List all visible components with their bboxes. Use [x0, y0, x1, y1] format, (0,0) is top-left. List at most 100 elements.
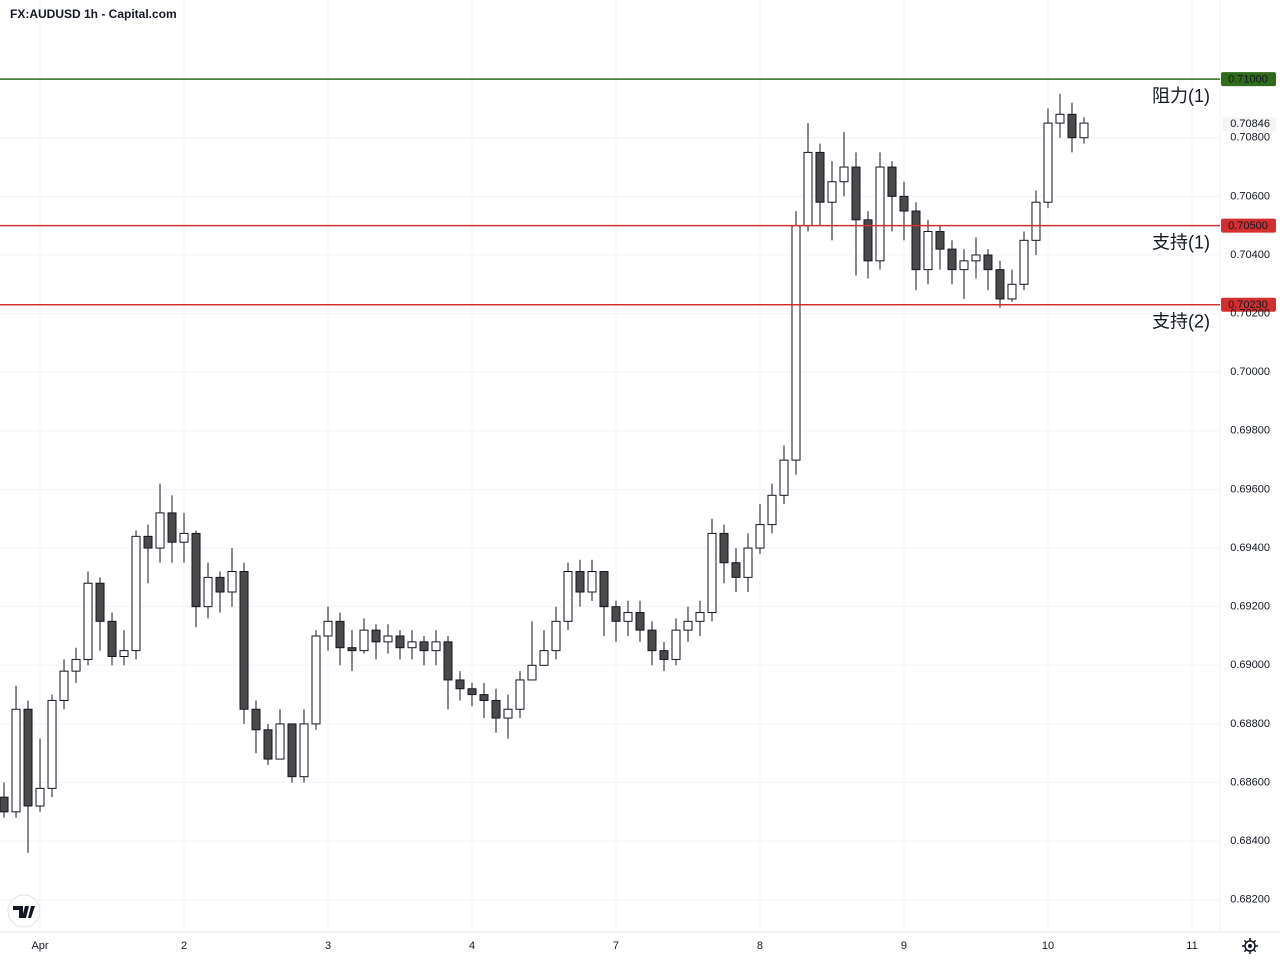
- candle-body: [539, 650, 549, 666]
- level-tag: [1221, 297, 1276, 312]
- level-tag-label: 0.70500: [1228, 220, 1268, 232]
- candle-body: [923, 231, 933, 271]
- y-tick-label: 0.68600: [1230, 776, 1270, 788]
- candle-body: [323, 620, 333, 637]
- candle-body: [407, 641, 417, 649]
- x-tick-label: 8: [757, 940, 763, 952]
- candle-body: [383, 635, 393, 643]
- y-tick-label: 0.69600: [1230, 483, 1270, 495]
- candle-body: [299, 723, 309, 778]
- x-tick-label: 7: [613, 940, 619, 952]
- candle-body: [695, 612, 705, 622]
- candle-body: [1031, 201, 1041, 241]
- logo[interactable]: [7, 894, 41, 928]
- candle-body: [167, 512, 177, 543]
- candle-body: [815, 151, 825, 203]
- candle-body: [0, 796, 9, 813]
- candle-body: [47, 699, 57, 789]
- candle-body: [995, 269, 1005, 300]
- candle-body: [1019, 239, 1029, 285]
- candle-body: [1067, 113, 1077, 139]
- candle-body: [515, 679, 525, 710]
- candle-body: [239, 571, 249, 710]
- candle-body: [611, 606, 621, 622]
- candle-body: [671, 629, 681, 660]
- candle-body: [131, 535, 141, 652]
- candle-body: [143, 535, 153, 549]
- candle-body: [371, 629, 381, 643]
- candle-body: [503, 708, 513, 719]
- candle-body: [683, 620, 693, 631]
- candle-body: [335, 620, 345, 649]
- candle-body: [419, 641, 429, 652]
- candle-body: [899, 195, 909, 212]
- candle-body: [311, 635, 321, 725]
- candle-body: [95, 582, 105, 622]
- candle-body: [791, 225, 801, 461]
- candle-body: [575, 571, 585, 593]
- candle-body: [971, 254, 981, 262]
- candle-body: [839, 166, 849, 183]
- y-tick-label: 0.69200: [1230, 601, 1270, 613]
- candle-body: [59, 670, 69, 701]
- candle-body: [563, 571, 573, 622]
- candle-body: [647, 629, 657, 652]
- levels: 阻力(1) 0.71000 支持(1) 0.70500 支持(2) 0.70230: [0, 72, 1276, 332]
- candle-body: [983, 254, 993, 271]
- candle-body: [155, 512, 165, 549]
- candle-body: [767, 494, 777, 526]
- candle-body: [455, 679, 465, 690]
- level-tag: [1221, 218, 1276, 233]
- candle-body: [935, 231, 945, 250]
- candle-body: [599, 571, 609, 608]
- candle-body: [1043, 122, 1053, 203]
- candle-body: [731, 562, 741, 578]
- candle-body: [755, 524, 765, 549]
- candle-body: [527, 664, 537, 681]
- candle-body: [707, 532, 717, 614]
- candle-body: [215, 576, 225, 593]
- candle-body: [23, 708, 33, 807]
- y-tick-label: 0.70000: [1230, 366, 1270, 378]
- candle-body: [719, 532, 729, 564]
- candle-body: [431, 641, 441, 652]
- candle-body: [263, 729, 273, 760]
- candle-body: [119, 650, 129, 658]
- x-tick-label: 9: [901, 940, 907, 952]
- candle-body: [587, 571, 597, 593]
- last-price-tag: [1222, 117, 1276, 132]
- axes: 0.68200 0.68400 0.68600 0.68800 0.69000 0.692…: [31, 117, 1276, 952]
- y-tick-label: 0.69000: [1230, 659, 1270, 671]
- candle-body: [551, 620, 561, 652]
- candle-body: [251, 708, 261, 731]
- level-tag: [1221, 72, 1276, 87]
- candle-body: [227, 571, 237, 593]
- y-tick-label: 0.68800: [1230, 718, 1270, 730]
- y-tick-label: 0.68200: [1230, 894, 1270, 906]
- candle-body: [947, 248, 957, 271]
- candle-body: [179, 532, 189, 543]
- candle-body: [1007, 283, 1017, 300]
- level-tag-label: 0.71000: [1228, 74, 1268, 86]
- y-tick-label: 0.68400: [1230, 835, 1270, 847]
- y-tick-label: 0.69800: [1230, 425, 1270, 437]
- candle-body: [875, 166, 885, 262]
- x-tick-label: 11: [1186, 940, 1197, 952]
- x-tick-label: 2: [181, 940, 187, 952]
- candles: [0, 93, 1089, 853]
- x-tick-label: 3: [325, 940, 331, 952]
- candle-body: [1079, 122, 1089, 139]
- settings-button[interactable]: [1242, 938, 1258, 954]
- candle-body: [659, 650, 669, 660]
- candle-body: [851, 166, 861, 221]
- candle-body: [743, 547, 753, 578]
- candle-body: [443, 641, 453, 681]
- x-tick-label: Apr: [31, 940, 48, 952]
- candle-body: [275, 723, 285, 760]
- grid: [0, 0, 1220, 932]
- x-tick-label: 4: [469, 940, 475, 952]
